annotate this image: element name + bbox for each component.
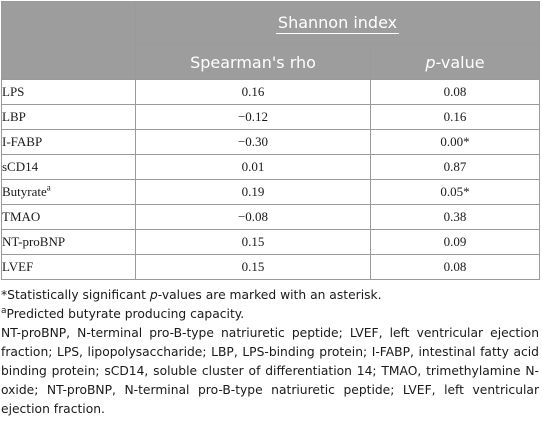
- row-label: TMAO: [1, 204, 136, 230]
- p-cell: 0.08: [369, 254, 541, 280]
- p-cell: 0.08: [369, 79, 541, 105]
- rho-cell: 0.01: [135, 154, 371, 180]
- row-label-text: LPS: [2, 84, 25, 99]
- header-row-columns: Spearman's rho p-value: [2, 44, 541, 80]
- p-cell: 0.05*: [369, 179, 541, 205]
- footnote-italic-p: p: [149, 288, 158, 302]
- p-cell: 0.38: [369, 204, 541, 230]
- footnote-text: *Statistically significant: [1, 288, 150, 302]
- p-cell: 0.09: [369, 229, 541, 255]
- row-label: LVEF: [1, 254, 136, 280]
- footnote-text: Predicted butyrate producing capacity.: [6, 307, 245, 321]
- header-corner-cell: [1, 1, 136, 80]
- table-row: LBP −0.12 0.16: [1, 104, 541, 130]
- footnote-marker: a: [46, 182, 51, 193]
- row-label: LPS: [1, 79, 136, 105]
- table-row: LVEF 0.15 0.08: [1, 254, 541, 280]
- row-label: NT-proBNP: [1, 229, 136, 255]
- rho-cell: 0.16: [135, 79, 371, 105]
- p-cell: 0.87: [369, 154, 541, 180]
- header-row-group: Shannon index: [1, 1, 541, 80]
- rho-cell: −0.12: [135, 104, 371, 130]
- row-label: Butyratea: [1, 179, 136, 205]
- row-label: LBP: [1, 104, 136, 130]
- table-row: LPS 0.16 0.08: [1, 79, 541, 105]
- rho-cell: 0.19: [135, 179, 371, 205]
- table-row: NT-proBNP 0.15 0.09: [1, 229, 541, 255]
- footnote-significance: *Statistically significant p-values are …: [1, 286, 539, 305]
- row-label: sCD14: [1, 154, 136, 180]
- row-label-text: TMAO: [2, 209, 41, 224]
- row-label-text: I-FABP: [2, 134, 43, 149]
- footnote-butyrate: aPredicted butyrate producing capacity.: [1, 305, 539, 324]
- table-row: sCD14 0.01 0.87: [1, 154, 541, 180]
- row-label: I-FABP: [1, 129, 136, 155]
- rho-cell: 0.15: [135, 254, 371, 280]
- row-label-text: Butyrate: [2, 184, 47, 199]
- table-footnotes: *Statistically significant p-values are …: [1, 286, 539, 419]
- footnote-marker: a: [1, 305, 7, 316]
- row-label-text: NT-proBNP: [2, 234, 66, 249]
- p-cell: 0.00*: [369, 129, 541, 155]
- p-value-rest: -value: [435, 52, 485, 72]
- row-label-text: LBP: [2, 109, 26, 124]
- table-row: Butyratea 0.19 0.05*: [1, 179, 541, 205]
- abbreviations-note: NT-proBNP, N-terminal pro-B-type natriur…: [1, 326, 539, 416]
- p-italic: p: [425, 52, 436, 72]
- rho-cell: 0.15: [135, 229, 371, 255]
- shannon-index-header: Shannon index: [134, 1, 541, 45]
- results-table: Shannon index Spearman's rho p-value LPS…: [1, 1, 541, 280]
- table-row: I-FABP −0.30 0.00*: [1, 129, 541, 155]
- spearman-rho-header: Spearman's rho: [135, 44, 371, 80]
- rho-cell: −0.08: [135, 204, 371, 230]
- p-value-header: p-value: [369, 44, 541, 80]
- row-label-text: LVEF: [2, 259, 34, 274]
- shannon-index-label: Shannon index: [275, 12, 400, 34]
- footnote-text: -values are marked with an asterisk.: [157, 288, 382, 302]
- table-row: TMAO −0.08 0.38: [1, 204, 541, 230]
- row-label-text: sCD14: [2, 159, 39, 174]
- p-cell: 0.16: [369, 104, 541, 130]
- rho-cell: −0.30: [135, 129, 371, 155]
